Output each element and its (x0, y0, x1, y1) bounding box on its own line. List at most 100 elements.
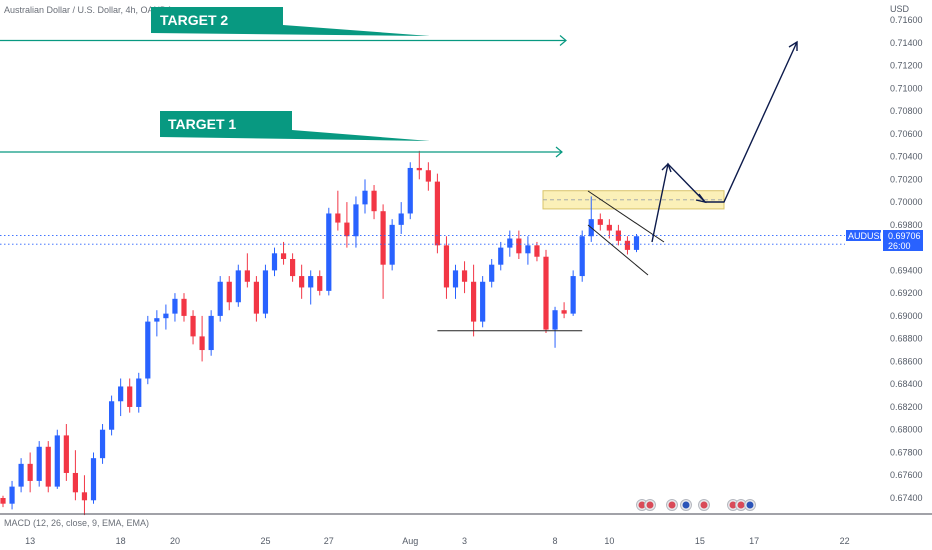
projection-line[interactable] (651, 41, 798, 243)
candle-up (407, 162, 413, 220)
y-tick-label: 0.69000 (890, 311, 923, 321)
candle-up (208, 310, 214, 356)
event-flag-us[interactable] (735, 499, 747, 511)
target-1-label: TARGET 1 (168, 116, 236, 132)
candle-down (290, 253, 296, 282)
candle-up (18, 458, 24, 493)
candle-up (452, 264, 459, 299)
candle-body (27, 463, 33, 481)
target-2-label: TARGET 2 (160, 12, 228, 28)
event-flag-us[interactable] (644, 499, 656, 511)
candle-body (633, 236, 640, 250)
projection-path[interactable] (651, 40, 798, 243)
candle-up (99, 424, 106, 464)
target-2-arrowhead (559, 35, 567, 46)
channel-lower-line[interactable] (587, 224, 649, 276)
candle-down (127, 378, 133, 413)
candle-body (371, 190, 377, 212)
candle-body (217, 281, 223, 316)
candle-body (54, 435, 60, 487)
candle-up (235, 264, 241, 307)
candle-up (145, 315, 151, 385)
candle-body (335, 213, 341, 223)
candle-body (163, 313, 169, 319)
candle-body (489, 264, 495, 282)
candle-down (199, 315, 205, 362)
candle-up (90, 452, 97, 504)
candle-up (398, 202, 404, 234)
candle-down (226, 276, 232, 311)
candle-body (253, 281, 259, 314)
candle-body (136, 378, 142, 407)
price-tag-price: 0.69706 (888, 231, 921, 241)
candle-body (543, 256, 549, 330)
y-tick-label: 0.68800 (890, 334, 923, 344)
candle-body (127, 386, 133, 407)
x-tick-label: 25 (260, 536, 270, 546)
candle-down (624, 236, 631, 255)
candle-up (109, 395, 115, 436)
candle-body (362, 190, 368, 205)
x-tick-label: 20 (170, 536, 180, 546)
target-2-callout[interactable]: TARGET 2 (0, 7, 567, 46)
candle-body (434, 181, 440, 246)
candle-body (290, 259, 296, 277)
event-flags[interactable] (636, 499, 756, 511)
chart-title: Australian Dollar / U.S. Dollar, 4h, OAN… (4, 5, 173, 15)
candle-up (633, 233, 640, 253)
projection-arrowhead-2 (695, 193, 707, 204)
price-tag-symbol-box (846, 230, 881, 241)
x-tick-label: 27 (324, 536, 334, 546)
target-2-label-box (151, 7, 430, 36)
event-flag-us[interactable] (666, 499, 678, 511)
y-tick-label: 0.71400 (890, 38, 923, 48)
candle-body (235, 270, 241, 303)
candle-down (63, 424, 69, 481)
x-tick-label: 3 (462, 536, 467, 546)
y-tick-label: 0.67800 (890, 447, 923, 457)
candle-body (90, 458, 97, 501)
price-tag: AUDUSD 0.69706 26:00 (846, 230, 923, 251)
y-tick-label: 0.68200 (890, 402, 923, 412)
price-tag-box (883, 230, 923, 251)
candle-body (534, 245, 540, 257)
candle-body (18, 463, 24, 487)
target-1-callout[interactable]: TARGET 1 (0, 111, 563, 158)
candle-up (163, 304, 169, 330)
candle-body (99, 429, 106, 459)
y-tick-label: 0.70800 (890, 106, 923, 116)
y-tick-label: 0.70200 (890, 174, 923, 184)
candle-body (271, 253, 278, 271)
candle-up (498, 241, 504, 271)
candle-body (516, 238, 522, 254)
candle-body (326, 213, 332, 291)
candle-body (154, 318, 160, 322)
falling-channel[interactable] (587, 190, 665, 276)
event-flag-au[interactable] (744, 499, 756, 511)
candle-down (543, 249, 549, 333)
y-axis[interactable]: 0.71600 0.71400 0.71200 0.71000 0.70800 0.706… (890, 15, 923, 503)
channel-upper-line[interactable] (587, 190, 665, 243)
candle-down (0, 495, 6, 508)
candle-down (280, 241, 287, 265)
candle-up (507, 230, 513, 257)
candle-up (570, 270, 576, 316)
candle-body (190, 315, 196, 337)
event-flag-au[interactable] (680, 499, 692, 511)
candle-body (199, 336, 205, 351)
candle-down (461, 261, 468, 294)
x-tick-label: 13 (25, 536, 35, 546)
candle-body (0, 498, 6, 504)
candle-body (280, 253, 287, 259)
candle-body (443, 245, 450, 288)
candle-body (244, 270, 250, 282)
candle-down (615, 224, 621, 246)
event-flag-us[interactable] (698, 499, 710, 511)
y-tick-label: 0.70000 (890, 197, 923, 207)
supply-zone[interactable] (542, 190, 725, 210)
y-tick-label: 0.70400 (890, 152, 923, 162)
x-axis[interactable]: 13 18 20 25 27 Aug 3 8 10 15 17 22 (25, 536, 850, 546)
candle-body (299, 276, 305, 288)
candle-down (534, 241, 540, 262)
